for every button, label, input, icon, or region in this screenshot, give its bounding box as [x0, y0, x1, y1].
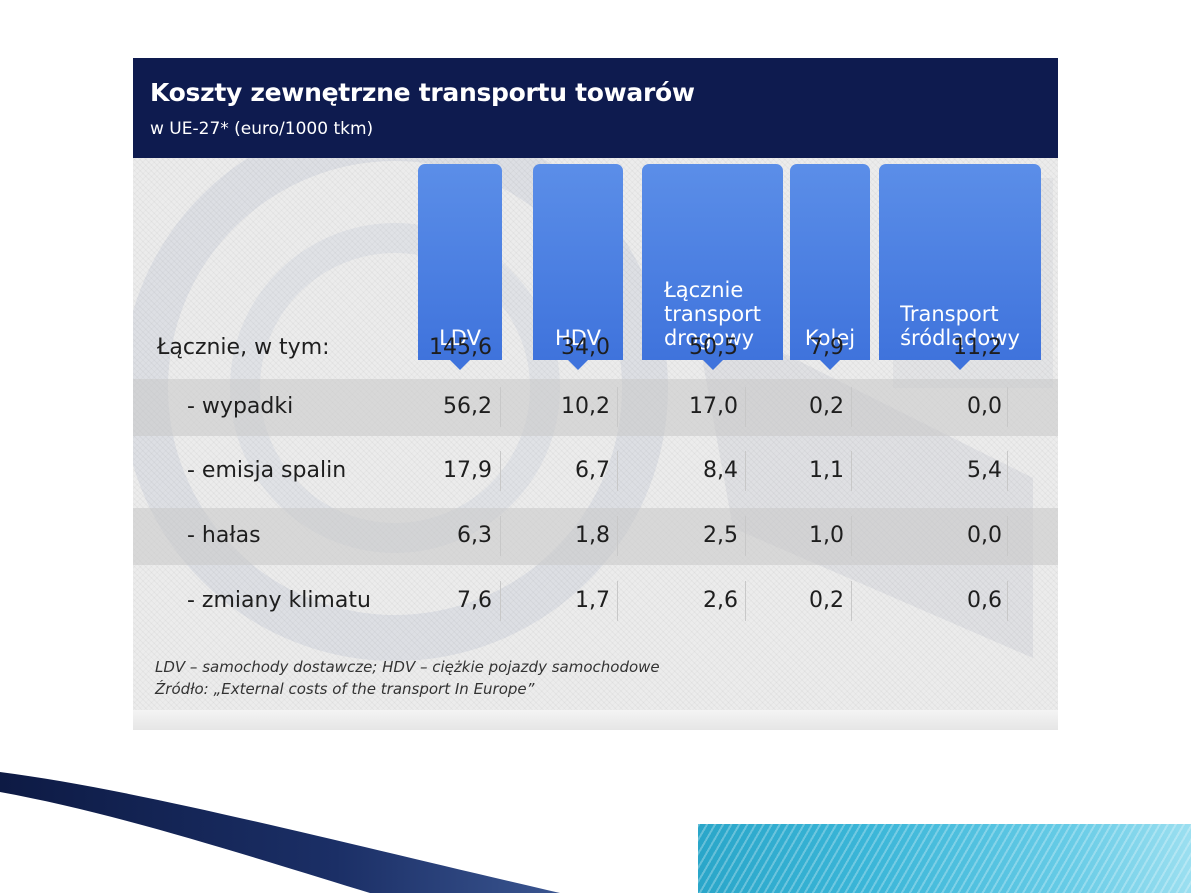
table-cell: 5,4	[967, 458, 1002, 483]
table-cell: 0,0	[967, 394, 1002, 419]
column-header-label: Kolej	[804, 326, 856, 350]
row-label: - hałas	[187, 523, 261, 548]
infographic-card: Koszty zewnętrzne transportu towarów w U…	[133, 58, 1058, 730]
column-separator	[851, 516, 852, 556]
column-separator	[851, 451, 852, 491]
table-cell: 0,2	[809, 588, 844, 613]
column-pointer-icon	[568, 360, 588, 370]
table-row-total: Łącznie, w tym: 145,6 34,0 50,5 7,9 11,2	[133, 320, 1058, 377]
row-label: - emisja spalin	[187, 458, 347, 483]
table-cell: 1,7	[575, 588, 610, 613]
column-separator	[617, 387, 618, 427]
chart-header: Koszty zewnętrzne transportu towarów w U…	[133, 58, 1058, 158]
table-cell: 1,0	[809, 523, 844, 548]
table-cell: 0,6	[967, 588, 1002, 613]
column-header-road-total: Łącznie transport drogowy	[642, 164, 783, 370]
table-cell: 6,3	[457, 523, 492, 548]
footnote-abbreviations: LDV – samochody dostawcze; HDV – ciężkie…	[155, 658, 660, 676]
column-separator	[617, 451, 618, 491]
column-pointer-icon	[950, 360, 970, 370]
table-row-noise: - hałas 6,3 1,8 2,5 1,0 0,0	[133, 508, 1058, 565]
table-cell: 0,0	[967, 523, 1002, 548]
column-separator	[500, 581, 501, 621]
column-pointer-icon	[702, 360, 723, 370]
table-cell: 1,8	[575, 523, 610, 548]
column-header-label: Łącznie transport drogowy	[663, 278, 762, 350]
table-row-exhaust: - emisja spalin 17,9 6,7 8,4 1,1 5,4	[133, 443, 1058, 500]
table-cell: 11,2	[953, 335, 1002, 360]
column-header-hdv: HDV	[533, 164, 623, 370]
column-separator	[851, 387, 852, 427]
footnote-source: Źródło: „External costs of the transport…	[155, 680, 535, 698]
column-separator	[500, 387, 501, 427]
table-row-accidents: - wypadki 56,2 10,2 17,0 0,2 0,0	[133, 379, 1058, 436]
column-separator	[500, 451, 501, 491]
table-cell: 6,7	[575, 458, 610, 483]
table-cell: 8,4	[703, 458, 738, 483]
column-header-inland: Transport śródlądowy	[879, 164, 1041, 370]
column-header-label: Transport śródlądowy	[900, 302, 1020, 350]
column-header-rail: Kolej	[790, 164, 870, 370]
column-separator	[1007, 451, 1008, 491]
column-separator	[500, 516, 501, 556]
table-cell: 34,0	[561, 335, 610, 360]
chart-title: Koszty zewnętrzne transportu towarów	[150, 78, 695, 107]
column-separator	[1007, 581, 1008, 621]
column-header-ldv: LDV	[418, 164, 502, 370]
column-header-label: LDV	[439, 326, 481, 350]
table-cell: 7,9	[809, 335, 844, 360]
row-label: Łącznie, w tym:	[157, 335, 330, 360]
row-label: - zmiany klimatu	[187, 588, 371, 613]
card-bottom-band	[133, 710, 1058, 730]
column-separator	[617, 581, 618, 621]
table-cell: 2,6	[703, 588, 738, 613]
table-cell: 17,0	[689, 394, 738, 419]
column-separator	[1007, 387, 1008, 427]
column-separator	[617, 516, 618, 556]
decorative-teal-bar	[698, 824, 1191, 893]
column-header-label: HDV	[555, 326, 601, 350]
row-label: - wypadki	[187, 394, 294, 419]
column-separator	[745, 387, 746, 427]
table-row-climate: - zmiany klimatu 7,6 1,7 2,6 0,2 0,6	[133, 573, 1058, 630]
column-pointer-icon	[820, 360, 840, 370]
column-pointer-icon	[450, 360, 470, 370]
table-cell: 7,6	[457, 588, 492, 613]
chart-subtitle: w UE-27* (euro/1000 tkm)	[150, 119, 374, 139]
table-cell: 0,2	[809, 394, 844, 419]
column-separator	[745, 516, 746, 556]
table-cell: 10,2	[561, 394, 610, 419]
table-cell: 2,5	[703, 523, 738, 548]
table-cell: 17,9	[443, 458, 492, 483]
table-cell: 145,6	[429, 335, 492, 360]
table-cell: 1,1	[809, 458, 844, 483]
column-separator	[851, 581, 852, 621]
column-separator	[745, 581, 746, 621]
column-separator	[745, 451, 746, 491]
table-cell: 56,2	[443, 394, 492, 419]
table-cell: 50,5	[689, 335, 738, 360]
chart-footnote: LDV – samochody dostawcze; HDV – ciężkie…	[155, 656, 660, 700]
column-separator	[1007, 516, 1008, 556]
